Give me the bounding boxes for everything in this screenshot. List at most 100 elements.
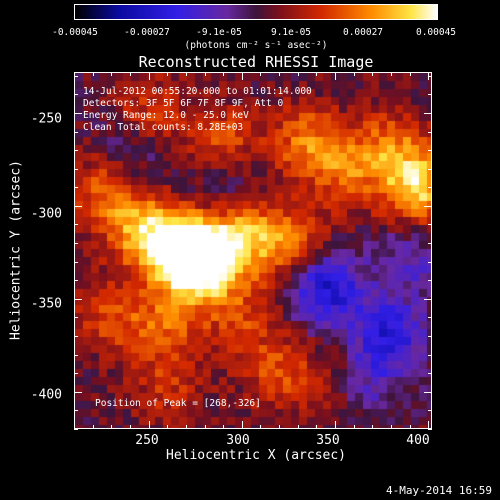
x-minor-tick: [390, 72, 392, 76]
y-minor-tick: [74, 224, 78, 226]
x-minor-tick: [353, 72, 355, 76]
x-minor-tick: [260, 425, 262, 429]
x-minor-tick: [129, 425, 131, 429]
x-minor-tick: [129, 72, 131, 76]
heatmap-image: [75, 73, 431, 428]
y-major-tick: [424, 112, 432, 114]
colorbar-tick-label: -9.1e-05: [196, 27, 242, 38]
x-minor-tick: [111, 72, 113, 76]
y-minor-tick: [428, 354, 432, 356]
info-time-range: 14-Jul-2012 00:55:20.000 to 01:01:14.000: [83, 86, 312, 97]
x-minor-tick: [279, 425, 281, 429]
x-tick-label: 250: [135, 433, 159, 448]
x-minor-tick: [185, 72, 187, 76]
y-minor-tick: [74, 131, 78, 133]
y-minor-tick: [428, 243, 432, 245]
y-major-tick: [74, 205, 82, 207]
x-minor-tick: [297, 72, 299, 76]
x-minor-tick: [111, 425, 113, 429]
y-minor-tick: [428, 410, 432, 412]
y-tick-label: -350: [30, 296, 62, 312]
y-tick-label: -400: [30, 387, 62, 403]
x-minor-tick: [223, 72, 225, 76]
y-minor-tick: [74, 75, 78, 77]
y-minor-tick: [74, 243, 78, 245]
x-minor-tick: [316, 72, 318, 76]
y-major-tick: [74, 112, 82, 114]
x-major-tick: [335, 421, 337, 429]
y-minor-tick: [428, 280, 432, 282]
y-minor-tick: [74, 373, 78, 375]
x-minor-tick: [279, 72, 281, 76]
y-minor-tick: [428, 150, 432, 152]
x-minor-tick: [409, 425, 411, 429]
x-tick-label: 300: [226, 433, 250, 448]
x-minor-tick: [409, 72, 411, 76]
y-major-tick: [424, 298, 432, 300]
y-minor-tick: [74, 94, 78, 96]
y-minor-tick: [428, 94, 432, 96]
y-major-tick: [424, 205, 432, 207]
y-minor-tick: [428, 75, 432, 77]
x-minor-tick: [167, 72, 169, 76]
x-major-tick: [148, 421, 150, 429]
x-minor-tick: [92, 425, 94, 429]
y-minor-tick: [74, 336, 78, 338]
x-minor-tick: [372, 72, 374, 76]
y-minor-tick: [74, 429, 78, 430]
info-clean-counts: Clean Total counts: 8.28E+03: [83, 122, 244, 133]
x-tick-label: 350: [316, 433, 340, 448]
colorbar: [74, 4, 438, 20]
colorbar-units: (photons cm⁻² s⁻¹ asec⁻²): [184, 40, 328, 51]
y-minor-tick: [74, 168, 78, 170]
x-minor-tick: [92, 72, 94, 76]
info-energy-range: Energy Range: 12.0 - 25.0 keV: [83, 110, 249, 121]
x-minor-tick: [353, 425, 355, 429]
x-major-tick: [428, 421, 430, 429]
colorbar-tick-label: -0.00027: [124, 27, 170, 38]
x-minor-tick: [297, 425, 299, 429]
y-tick-label: -250: [30, 111, 62, 127]
y-major-tick: [424, 391, 432, 393]
y-minor-tick: [428, 131, 432, 133]
info-detectors: Detectors: 3F 5F 6F 7F 8F 9F, Att 0: [83, 98, 284, 109]
y-minor-tick: [74, 354, 78, 356]
x-minor-tick: [204, 72, 206, 76]
y-major-tick: [74, 391, 82, 393]
x-minor-tick: [167, 425, 169, 429]
x-minor-tick: [316, 425, 318, 429]
y-minor-tick: [428, 187, 432, 189]
x-major-tick: [241, 72, 243, 80]
y-minor-tick: [428, 336, 432, 338]
y-minor-tick: [74, 410, 78, 412]
y-minor-tick: [74, 280, 78, 282]
y-minor-tick: [74, 261, 78, 263]
plot-area: 14-Jul-2012 00:55:20.000 to 01:01:14.000…: [74, 72, 432, 429]
y-minor-tick: [74, 150, 78, 152]
date-stamp: 4-May-2014 16:59: [386, 484, 492, 497]
x-major-tick: [241, 421, 243, 429]
chart-title: Reconstructed RHESSI Image: [138, 53, 374, 71]
y-axis-label: Heliocentric Y (arcsec): [8, 159, 24, 341]
x-major-tick: [335, 72, 337, 80]
x-tick-label: 400: [406, 433, 430, 448]
x-major-tick: [148, 72, 150, 80]
colorbar-tick-label: -0.00045: [52, 27, 98, 38]
x-minor-tick: [204, 425, 206, 429]
y-minor-tick: [74, 187, 78, 189]
colorbar-tick-label: 0.00045: [415, 27, 457, 38]
colorbar-tick-label: 0.00027: [342, 27, 384, 38]
x-minor-tick: [185, 425, 187, 429]
info-peak-position: Position of Peak = [268,-326]: [95, 398, 261, 409]
colorbar-tick-label: 9.1e-05: [270, 27, 312, 38]
y-minor-tick: [428, 373, 432, 375]
y-minor-tick: [428, 261, 432, 263]
x-minor-tick: [390, 425, 392, 429]
y-tick-label: -300: [30, 206, 62, 222]
x-minor-tick: [223, 425, 225, 429]
y-minor-tick: [74, 317, 78, 319]
y-minor-tick: [428, 168, 432, 170]
x-minor-tick: [260, 72, 262, 76]
y-minor-tick: [428, 224, 432, 226]
y-major-tick: [74, 298, 82, 300]
